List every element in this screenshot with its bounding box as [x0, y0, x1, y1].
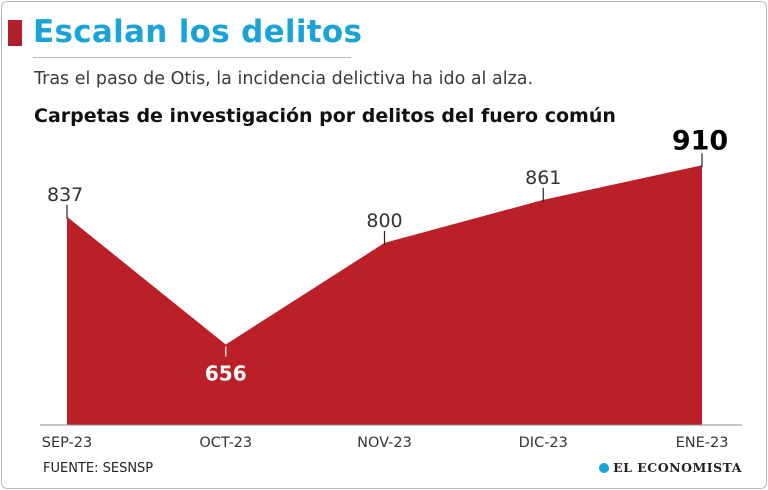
page-title: Escalan los delitos	[33, 14, 363, 50]
data-label: 837	[47, 184, 83, 206]
data-label: 800	[366, 210, 402, 232]
brand-logo: EL ECONOMISTA	[599, 460, 742, 475]
x-tick-label: OCT-23	[199, 435, 252, 451]
x-tick-label: SEP-23	[42, 435, 92, 451]
x-tick-label: ENE-23	[676, 435, 729, 451]
brand-icon	[599, 462, 610, 473]
subtitle: Tras el paso de Otis, la incidencia deli…	[34, 69, 534, 89]
data-label: 910	[672, 125, 728, 156]
x-tick-label: NOV-23	[357, 435, 412, 451]
data-label: 861	[525, 167, 561, 189]
brand-name: EL ECONOMISTA	[613, 460, 742, 475]
title-divider	[33, 57, 351, 58]
area-series	[67, 165, 702, 426]
data-label: 656	[205, 362, 247, 386]
chart-title: Carpetas de investigación por delitos de…	[34, 105, 616, 127]
x-tick-label: DIC-23	[519, 435, 568, 451]
source-note: FUENTE: SESNSP	[43, 461, 154, 476]
title-accent-bar	[8, 20, 22, 46]
